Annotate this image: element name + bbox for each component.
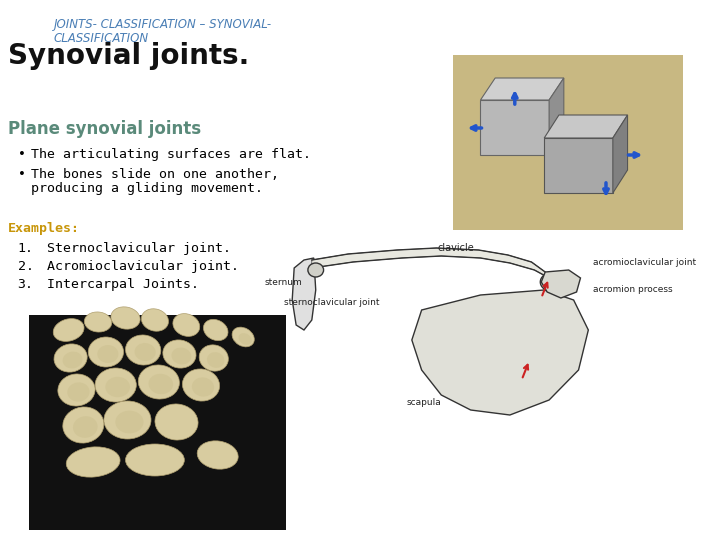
Text: sternoclavicular joint: sternoclavicular joint (284, 298, 380, 307)
Polygon shape (312, 248, 549, 278)
Ellipse shape (53, 319, 84, 341)
Polygon shape (480, 78, 564, 100)
Text: acromion process: acromion process (593, 285, 673, 294)
Ellipse shape (192, 377, 214, 397)
Text: sternum: sternum (265, 278, 302, 287)
Ellipse shape (163, 340, 196, 368)
Text: Plane synovial joints: Plane synovial joints (8, 120, 201, 138)
Ellipse shape (173, 314, 199, 336)
Ellipse shape (104, 401, 151, 439)
Polygon shape (544, 115, 628, 138)
Ellipse shape (54, 344, 87, 372)
Ellipse shape (67, 382, 89, 402)
Ellipse shape (125, 444, 184, 476)
Ellipse shape (73, 416, 98, 438)
Polygon shape (292, 258, 316, 330)
Ellipse shape (84, 312, 112, 332)
Text: Acromioclavicular joint.: Acromioclavicular joint. (47, 260, 239, 273)
Polygon shape (544, 138, 613, 193)
Bar (30, 315, 287, 530)
Ellipse shape (238, 333, 252, 345)
Ellipse shape (89, 337, 124, 367)
Ellipse shape (197, 441, 238, 469)
Text: •: • (18, 148, 25, 161)
Ellipse shape (95, 368, 136, 402)
Text: •: • (18, 168, 25, 181)
Polygon shape (549, 78, 564, 155)
Ellipse shape (308, 263, 323, 277)
Text: 1.: 1. (18, 242, 34, 255)
Text: acromioclavicular joint: acromioclavicular joint (593, 258, 696, 267)
Ellipse shape (97, 345, 119, 363)
Text: The bones slide on one another,: The bones slide on one another, (32, 168, 279, 181)
Polygon shape (480, 100, 549, 155)
Ellipse shape (207, 352, 225, 368)
Ellipse shape (63, 352, 83, 368)
Text: CLASSIFICATION: CLASSIFICATION (54, 32, 149, 45)
Polygon shape (412, 290, 588, 415)
Ellipse shape (232, 327, 254, 347)
Text: 3.: 3. (18, 278, 34, 291)
Text: JOINTS- CLASSIFICATION – SYNOVIAL-: JOINTS- CLASSIFICATION – SYNOVIAL- (54, 18, 272, 31)
Ellipse shape (199, 345, 228, 371)
Ellipse shape (58, 374, 95, 406)
Ellipse shape (115, 410, 143, 434)
Text: 2.: 2. (18, 260, 34, 273)
Ellipse shape (63, 407, 104, 443)
Polygon shape (613, 115, 628, 193)
Text: Synovial joints.: Synovial joints. (8, 42, 249, 70)
Ellipse shape (105, 377, 130, 397)
Text: clavicle: clavicle (438, 243, 474, 253)
Ellipse shape (182, 369, 220, 401)
Polygon shape (541, 270, 580, 298)
Ellipse shape (155, 404, 198, 440)
Ellipse shape (540, 273, 562, 291)
Text: producing a gliding movement.: producing a gliding movement. (32, 182, 264, 195)
Ellipse shape (125, 335, 161, 365)
Bar (453, 55, 683, 230)
Text: Sternoclavicular joint.: Sternoclavicular joint. (47, 242, 231, 255)
Ellipse shape (141, 309, 168, 331)
Ellipse shape (204, 319, 228, 341)
Ellipse shape (148, 374, 173, 394)
Ellipse shape (111, 307, 140, 329)
Ellipse shape (66, 447, 120, 477)
Text: The articulating surfaces are flat.: The articulating surfaces are flat. (32, 148, 311, 161)
Text: Examples:: Examples: (8, 222, 80, 235)
Text: Intercarpal Joints.: Intercarpal Joints. (47, 278, 199, 291)
Ellipse shape (171, 348, 192, 364)
Ellipse shape (138, 365, 179, 399)
Text: scapula: scapula (407, 398, 441, 407)
Ellipse shape (135, 343, 156, 361)
